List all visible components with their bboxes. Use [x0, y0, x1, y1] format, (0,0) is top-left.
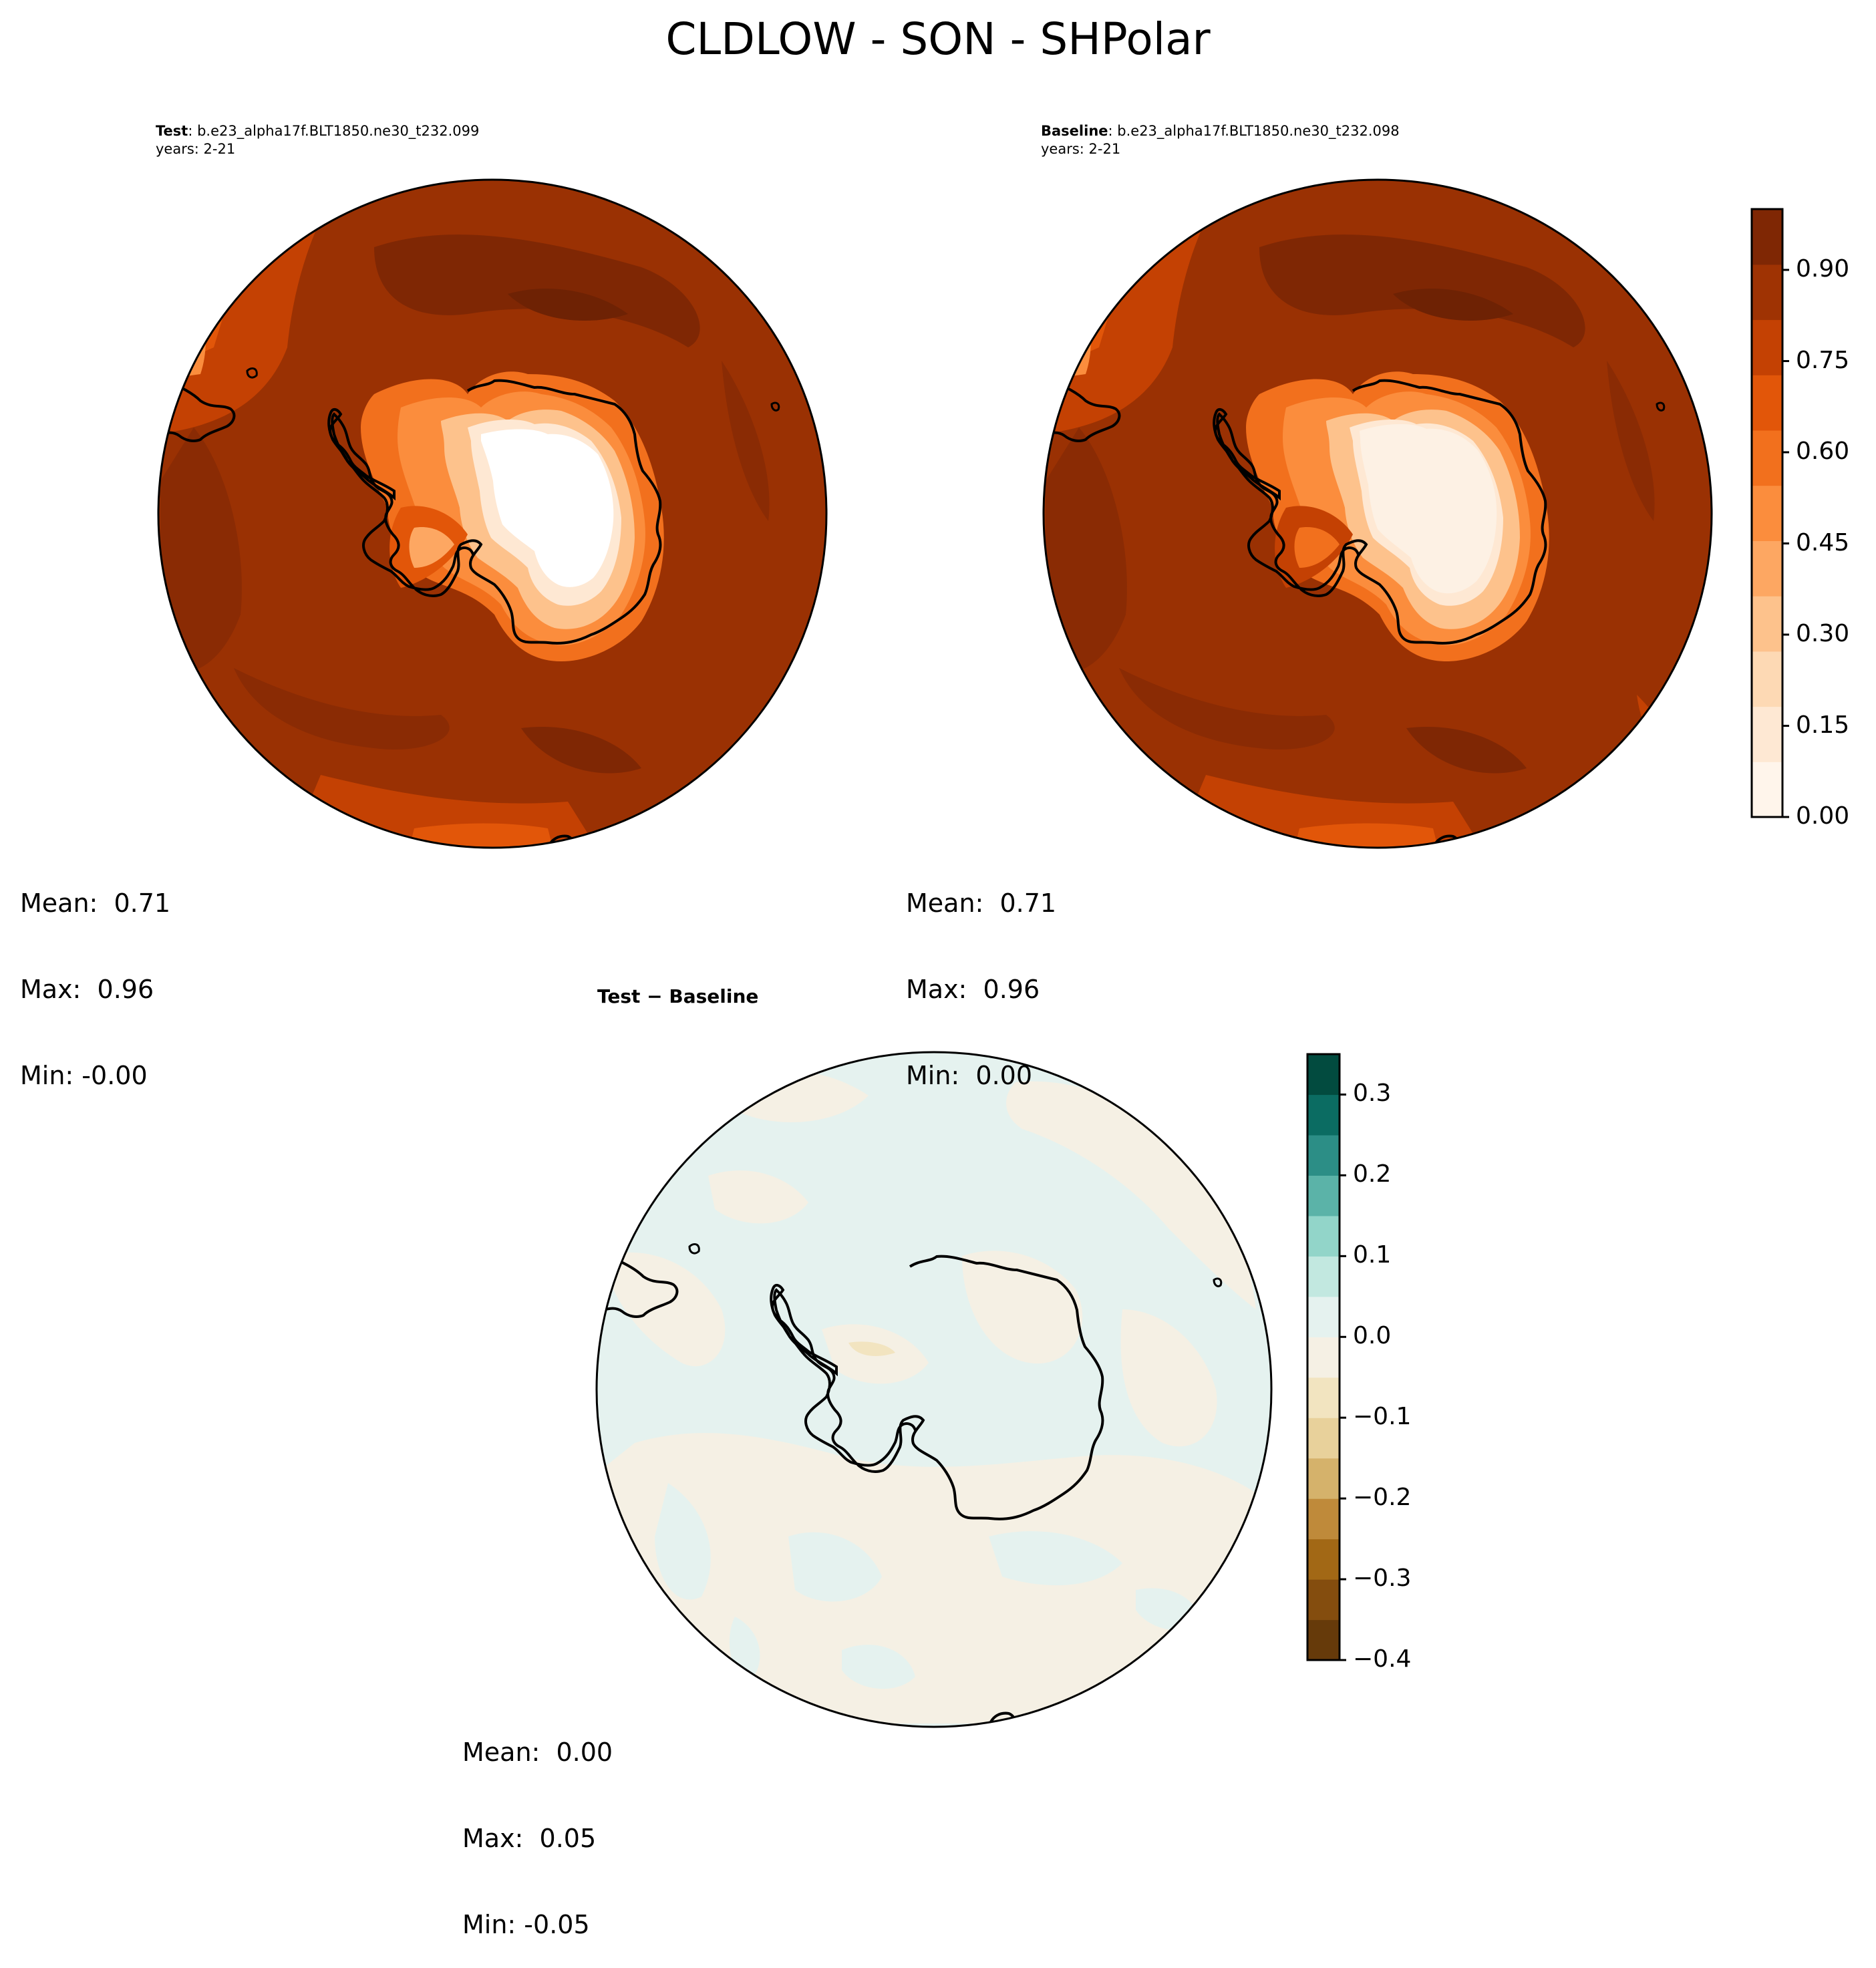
- field-colorbar-swatch: [1752, 540, 1782, 597]
- baseline-mean: Mean: 0.71: [906, 888, 1057, 918]
- diff-colorbar-tick-label: 0.1: [1353, 1241, 1392, 1269]
- diff-colorbar-swatch: [1307, 1215, 1340, 1257]
- field-colorbar: [1750, 208, 1789, 818]
- diff-colorbar-tick-label: −0.2: [1353, 1484, 1412, 1512]
- baseline-min: Min: 0.00: [906, 1061, 1032, 1090]
- diff-map-border: [595, 1051, 1273, 1728]
- field-colorbar-frame: [1750, 208, 1784, 818]
- test-max: Max: 0.96: [20, 975, 154, 1004]
- diff-colorbar-tick-label: 0.2: [1353, 1160, 1392, 1188]
- diff-colorbar-swatch: [1307, 1054, 1340, 1096]
- maps-canvas: [157, 178, 1789, 1728]
- field-colorbar-swatch: [1752, 430, 1782, 486]
- field-colorbar-tick-label: 0.30: [1796, 620, 1850, 647]
- test-label-case: : b.e23_alpha17f.BLT1850.ne30_t232.099: [188, 123, 480, 139]
- field-colorbar-swatch: [1752, 651, 1782, 707]
- baseline-max: Max: 0.96: [906, 975, 1040, 1004]
- diff-colorbar-swatch: [1307, 1538, 1340, 1580]
- diff-colorbar-tick-label: −0.3: [1353, 1565, 1412, 1593]
- baseline-run-label: Baseline: b.e23_alpha17f.BLT1850.ne30_t2…: [1041, 122, 1400, 140]
- diff-colorbar-swatch: [1307, 1619, 1340, 1661]
- field-colorbar-tick-label: 0.90: [1796, 255, 1850, 283]
- field-colorbar-tick-label: 0.15: [1796, 711, 1850, 739]
- field-colorbar-swatch: [1752, 375, 1782, 431]
- diff-colorbar-tick-label: 0.3: [1353, 1080, 1392, 1108]
- field-colorbar-swatch: [1752, 319, 1782, 375]
- diff-colorbar-tick-label: −0.1: [1353, 1403, 1412, 1431]
- diff-colorbar-swatch: [1307, 1498, 1340, 1540]
- test-mean: Mean: 0.71: [20, 888, 171, 918]
- field-colorbar-tick-label: 0.00: [1796, 802, 1850, 830]
- diff-colorbar-swatch: [1307, 1296, 1340, 1337]
- diff-colorbar-swatch: [1307, 1175, 1340, 1216]
- diff-stats: Mean: 0.00 Max: 0.05 Min: -0.05: [462, 1681, 613, 1968]
- diff-colorbar-swatch: [1307, 1337, 1340, 1378]
- diff-mean: Mean: 0.00: [462, 1738, 613, 1767]
- baseline-years-label: years: 2-21: [1041, 141, 1121, 157]
- diff-colorbar-swatch: [1307, 1094, 1340, 1136]
- test-label-bold: Test: [156, 123, 188, 139]
- diff-max: Max: 0.05: [462, 1824, 597, 1853]
- diff-colorbar-swatch: [1307, 1256, 1340, 1297]
- test-min: Min: -0.00: [20, 1061, 148, 1090]
- test-map-border: [157, 178, 828, 849]
- field-colorbar-tick-label: 0.75: [1796, 346, 1850, 374]
- diff-colorbar-swatch: [1307, 1458, 1340, 1499]
- test-years-label: years: 2-21: [156, 141, 236, 157]
- diff-colorbar: [1306, 1053, 1346, 1661]
- test-map: [158, 180, 826, 848]
- field-colorbar-swatch: [1752, 762, 1782, 818]
- test-stats: Mean: 0.71 Max: 0.96 Min: -0.00: [20, 832, 170, 1119]
- baseline-map-border: [1042, 178, 1713, 849]
- baseline-map: [1044, 180, 1712, 848]
- diff-colorbar-frame: [1306, 1053, 1341, 1661]
- figure-title: CLDLOW - SON - SHPolar: [665, 13, 1211, 65]
- diff-colorbar-tick-label: −0.4: [1353, 1645, 1412, 1673]
- field-colorbar-tick-label: 0.45: [1796, 528, 1850, 556]
- diff-min: Min: -0.05: [462, 1910, 590, 1939]
- baseline-label-bold: Baseline: [1041, 123, 1108, 139]
- diff-colorbar-swatch: [1307, 1418, 1340, 1459]
- baseline-stats: Mean: 0.71 Max: 0.96 Min: 0.00: [906, 832, 1056, 1119]
- diff-colorbar-tick-label: 0.0: [1353, 1322, 1392, 1350]
- field-colorbar-swatch: [1752, 706, 1782, 762]
- diff-colorbar-swatch: [1307, 1134, 1340, 1176]
- field-colorbar-swatch: [1752, 485, 1782, 541]
- field-colorbar-swatch: [1752, 596, 1782, 652]
- field-colorbar-swatch: [1752, 209, 1782, 265]
- diff-colorbar-swatch: [1307, 1579, 1340, 1621]
- field-colorbar-tick-label: 0.60: [1796, 438, 1850, 465]
- diff-panel-title: Test − Baseline: [597, 985, 759, 1007]
- test-run-label: Test: b.e23_alpha17f.BLT1850.ne30_t232.0…: [156, 122, 479, 140]
- baseline-label-case: : b.e23_alpha17f.BLT1850.ne30_t232.098: [1108, 123, 1400, 139]
- field-colorbar-swatch: [1752, 264, 1782, 321]
- diff-colorbar-swatch: [1307, 1377, 1340, 1418]
- diff-map: [597, 1052, 1271, 1727]
